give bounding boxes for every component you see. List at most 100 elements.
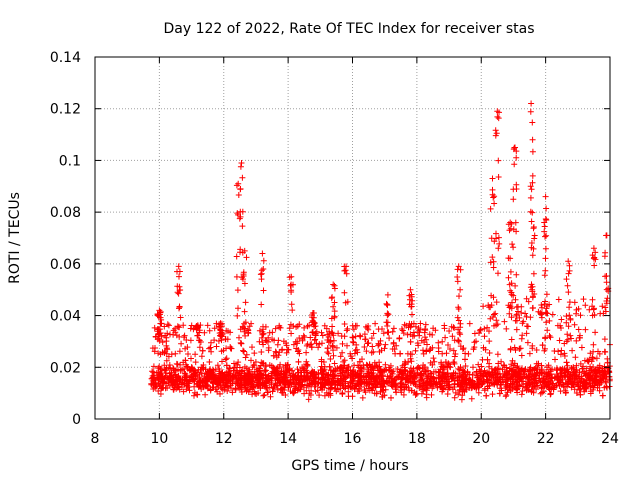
data-point: [247, 381, 254, 388]
data-point: [487, 371, 494, 378]
data-point: [571, 321, 578, 328]
data-point: [258, 334, 265, 341]
data-point: [286, 325, 293, 332]
x-tick-label: 14: [279, 431, 297, 447]
data-point: [336, 365, 343, 372]
data-point: [342, 380, 349, 387]
data-point: [510, 292, 517, 299]
data-point: [589, 303, 596, 310]
data-point: [384, 323, 391, 329]
data-point: [288, 301, 295, 308]
data-point: [543, 373, 550, 380]
data-point: [541, 383, 548, 390]
data-point: [303, 387, 310, 394]
data-point: [283, 342, 290, 349]
data-point: [155, 380, 162, 387]
data-point: [190, 326, 197, 333]
data-point: [543, 310, 550, 317]
data-point: [551, 348, 558, 354]
data-point: [589, 296, 596, 303]
data-point: [288, 273, 295, 280]
data-point: [261, 383, 268, 390]
data-point: [572, 354, 579, 361]
data-point: [504, 367, 510, 374]
data-point: [151, 324, 158, 331]
data-point: [528, 186, 535, 193]
data-point: [447, 346, 453, 352]
data-point: [590, 245, 597, 252]
data-point: [566, 312, 573, 319]
data-point: [411, 379, 418, 386]
data-point: [527, 194, 534, 201]
data-point: [392, 386, 399, 393]
data-point: [499, 366, 506, 373]
data-point: [157, 330, 164, 336]
data-point: [156, 307, 163, 314]
data-point: [309, 372, 316, 379]
data-point: [552, 356, 558, 363]
data-point: [602, 304, 609, 311]
data-point: [508, 289, 515, 296]
data-point: [403, 322, 410, 329]
data-point: [582, 302, 589, 309]
data-point: [600, 375, 607, 382]
data-point: [228, 345, 235, 352]
data-point: [454, 266, 461, 273]
data-point: [524, 339, 531, 346]
data-point: [408, 358, 415, 365]
data-point: [331, 282, 338, 289]
data-point: [258, 276, 265, 283]
data-point: [571, 373, 578, 380]
data-point: [272, 325, 279, 332]
data-point: [496, 390, 503, 397]
data-point: [494, 108, 501, 115]
data-point: [393, 389, 400, 396]
data-point: [354, 372, 360, 379]
data-point: [460, 345, 467, 352]
data-point: [198, 370, 205, 377]
data-point: [339, 349, 346, 356]
data-point: [513, 379, 520, 386]
data-point: [484, 324, 491, 331]
data-point: [331, 299, 338, 306]
data-point: [528, 281, 535, 288]
data-point: [495, 157, 502, 164]
data-point: [409, 333, 416, 340]
data-point: [456, 329, 463, 336]
y-tick-label: 0.04: [50, 309, 81, 325]
data-point: [365, 366, 372, 373]
data-point: [495, 245, 502, 252]
data-point: [235, 372, 242, 379]
data-point: [326, 363, 333, 370]
data-point: [568, 365, 575, 372]
data-point: [518, 391, 525, 398]
data-point: [357, 365, 364, 372]
data-point: [527, 183, 534, 190]
data-point: [330, 352, 337, 359]
data-point: [303, 358, 310, 365]
data-point: [233, 367, 240, 374]
data-point: [383, 379, 390, 386]
data-point: [331, 313, 338, 320]
data-point: [593, 355, 600, 362]
data-point: [384, 310, 391, 317]
data-point: [592, 256, 599, 263]
data-point: [422, 334, 428, 341]
data-point: [512, 144, 518, 151]
data-point: [532, 383, 539, 390]
data-point: [548, 375, 555, 382]
data-point: [477, 370, 484, 377]
data-point: [516, 314, 523, 321]
data-point: [491, 322, 497, 329]
data-point: [252, 390, 258, 397]
data-point: [369, 343, 376, 350]
data-point: [585, 358, 592, 365]
data-point: [242, 332, 249, 339]
data-point: [557, 379, 564, 386]
data-point: [234, 287, 241, 294]
data-point: [408, 293, 415, 300]
data-point: [511, 344, 518, 351]
data-point: [585, 372, 592, 378]
data-point: [279, 386, 286, 393]
data-point: [191, 389, 198, 396]
